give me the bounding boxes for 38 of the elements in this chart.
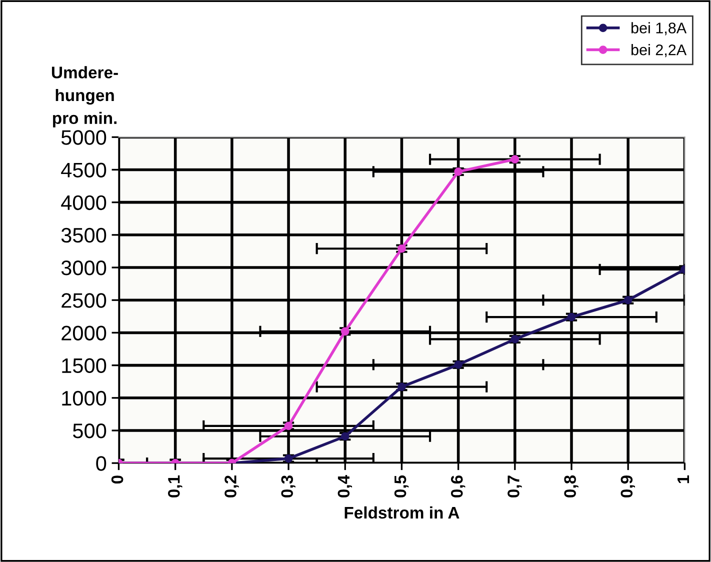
point [340,432,350,441]
x-tick-label: 0,4 [338,474,352,498]
y-tick-label: 3500 [61,228,106,243]
x-tick-label: 0,9 [620,476,635,498]
x-tick-label: 0,6 [450,475,466,498]
point [567,312,576,322]
y-tick-label: 4000 [61,195,106,210]
y-tick-label: 0 [96,456,106,471]
x-tick-label: 0 [111,476,124,484]
y-tick-label: 2000 [62,326,106,340]
y-tick-label: 5000 [61,130,106,145]
x-tick-label: 1 [678,475,690,484]
y-tick-label: 500 [73,423,106,438]
point [284,454,293,463]
x-tick-label: 0,2 [224,476,239,498]
x-tick-label: 0,5 [394,475,409,498]
y-tick-label: 3000 [61,260,106,276]
x-axis-title: Feldstrom in A [344,506,460,519]
legend-label: bei 1,8A [632,22,687,36]
x-tick-label: 0,7 [508,476,522,498]
y-axis-title: Umdere- hungen pro min. [52,66,118,128]
point [454,168,462,176]
legend-label: bei 2,2A [632,44,687,58]
point [398,244,406,253]
x-tick-label: 0,1 [168,475,182,498]
y-tick-label: 1000 [62,390,106,406]
point [340,327,350,336]
x-tick-label: 0,8 [564,475,578,498]
point [284,422,293,430]
point [398,382,406,391]
y-tick-label: 2500 [62,293,106,308]
point [454,360,462,369]
y-tick-label: 1500 [62,358,106,374]
point [510,335,520,344]
x-tick-label: 0,3 [281,475,296,498]
point [510,155,520,164]
point [624,296,632,304]
y-tick-label: 4500 [61,162,106,178]
